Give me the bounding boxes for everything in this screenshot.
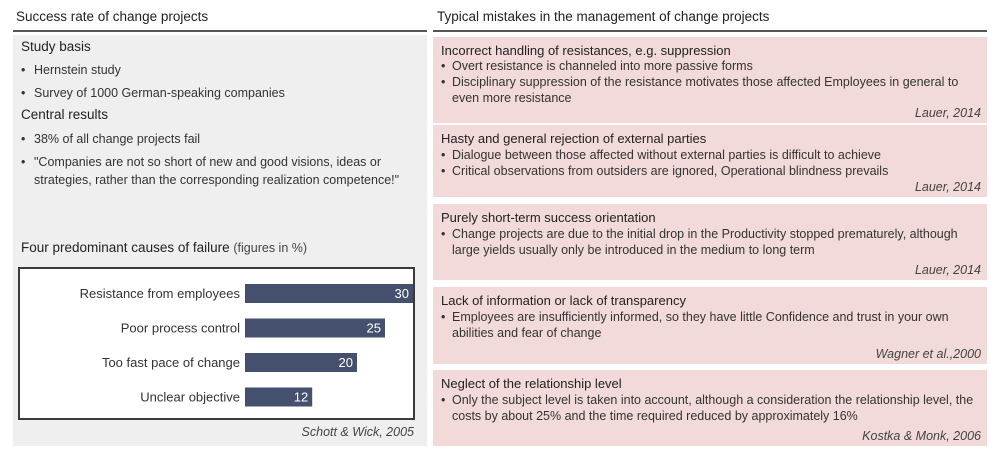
- mistake-item: Critical observations from outsiders are…: [441, 163, 981, 179]
- central-results-item: "Companies are not so short of new and g…: [21, 153, 417, 189]
- category-label: Too fast pace of change: [102, 355, 240, 370]
- right-title-rule: [433, 30, 987, 32]
- mistake-box: Hasty and general rejection of external …: [433, 125, 987, 197]
- right-column-title: Typical mistakes in the management of ch…: [437, 9, 770, 24]
- success-rate-panel: Study basis Hernstein study Survey of 10…: [13, 35, 427, 446]
- chart-source: Schott & Wick, 2005: [301, 425, 414, 439]
- bar-resistance-from-employees: [245, 284, 413, 303]
- mistake-source: Lauer, 2014: [914, 106, 981, 120]
- value-label: 20: [339, 355, 353, 370]
- bar-unclear-objective: [245, 387, 313, 407]
- mistake-title: Incorrect handling of resistances, e.g. …: [441, 43, 731, 58]
- study-basis-item: Hernstein study: [21, 61, 417, 79]
- mistake-item: Employees are insufficiently informed, s…: [441, 309, 981, 341]
- causes-subtitle: (figures in %): [233, 241, 308, 255]
- mistake-title: Neglect of the relationship level: [441, 376, 622, 391]
- study-basis-heading: Study basis: [21, 39, 91, 54]
- central-results-heading: Central results: [21, 107, 109, 122]
- mistake-item: Overt resistance is channeled into more …: [441, 58, 981, 74]
- causes-bar-chart: Resistance from employees 30 Poor process …: [80, 284, 413, 407]
- bar-poor-process-control: [245, 318, 385, 338]
- mistake-item: Dialogue between those affected without …: [441, 147, 981, 163]
- category-label: Resistance from employees: [80, 286, 241, 301]
- causes-chart-title: Four predominant causes of failure (figu…: [21, 240, 307, 255]
- causes-title-text: Four predominant causes of failure: [21, 240, 230, 255]
- mistake-item: Change projects are due to the initial d…: [441, 226, 981, 258]
- mistake-box: Incorrect handling of resistances, e.g. …: [433, 37, 987, 123]
- mistake-item: Disciplinary suppression of the resistan…: [441, 74, 981, 106]
- bar-too-fast-pace-of-change: [245, 353, 357, 372]
- mistake-title: Purely short-term success orientation: [441, 210, 656, 225]
- mistake-source: Lauer, 2014: [914, 263, 981, 277]
- left-column-title: Success rate of change projects: [16, 9, 209, 24]
- mistake-item: Only the subject level is taken into acc…: [441, 392, 981, 424]
- mistake-box: Lack of information or lack of transpare…: [433, 287, 987, 364]
- mistake-box: Neglect of the relationship level Only t…: [433, 370, 987, 446]
- mistake-source: Lauer, 2014: [914, 180, 981, 194]
- mistake-box: Purely short-term success orientation Ch…: [433, 204, 987, 280]
- value-label: 25: [367, 321, 381, 336]
- mistake-title: Hasty and general rejection of external …: [441, 131, 707, 146]
- category-label: Unclear objective: [140, 390, 240, 405]
- mistake-source: Wagner et al.,2000: [875, 347, 981, 361]
- study-basis-item: Survey of 1000 German-speaking companies: [21, 84, 417, 102]
- mistake-title: Lack of information or lack of transpare…: [441, 293, 686, 308]
- causes-chart: Resistance from employees 30 Poor process …: [18, 267, 415, 420]
- central-results-item: 38% of all change projects fail: [21, 130, 417, 148]
- value-label: 30: [395, 286, 409, 301]
- left-title-rule: [13, 30, 427, 32]
- category-label: Poor process control: [121, 321, 240, 336]
- mistake-source: Kostka & Monk, 2006: [862, 429, 981, 443]
- value-label: 12: [294, 390, 308, 405]
